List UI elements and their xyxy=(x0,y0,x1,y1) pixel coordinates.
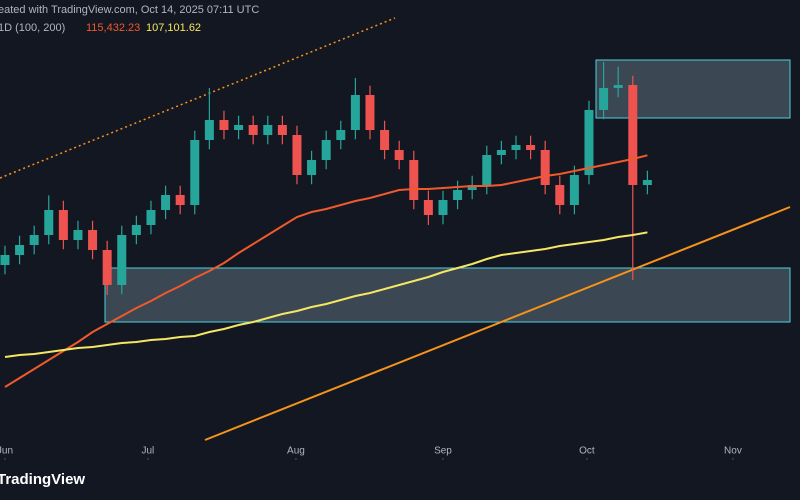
candle-body xyxy=(234,125,244,130)
candle-body xyxy=(628,85,638,185)
x-tick-label: Jun xyxy=(0,446,13,457)
candle-body xyxy=(102,250,112,285)
candle-body xyxy=(526,145,536,150)
candle-body xyxy=(88,230,98,250)
candle-body xyxy=(73,230,83,240)
indicator-label: 1D (100, 200) xyxy=(0,22,65,34)
x-tick-label: Oct xyxy=(579,446,595,457)
moving-average-line xyxy=(4,231,648,358)
candle-body xyxy=(453,190,463,200)
candle-body xyxy=(161,195,171,210)
x-tick-label: Aug xyxy=(287,446,305,457)
trend-line-upper xyxy=(0,17,396,179)
candle-body xyxy=(117,235,127,285)
moving-average-line xyxy=(4,154,648,388)
candle-body xyxy=(58,210,68,240)
candle-body xyxy=(511,145,521,150)
header-title: eated with TradingView.com, Oct 14, 2025… xyxy=(0,4,259,16)
candle-body xyxy=(482,155,492,185)
candle-body xyxy=(350,95,360,130)
candle-body xyxy=(584,110,594,175)
candle-body xyxy=(613,85,623,88)
candle-body xyxy=(219,120,229,130)
candle-body xyxy=(336,130,346,140)
candle-body xyxy=(307,160,317,175)
candle-body xyxy=(248,125,258,135)
candle-body xyxy=(540,150,550,185)
x-tick-label: Sep xyxy=(434,446,452,457)
candle-body xyxy=(599,87,609,110)
trend-line-lower xyxy=(204,206,791,441)
ma200-value: 107,101.62 xyxy=(146,22,201,34)
candle-body xyxy=(642,180,652,185)
x-tick-label: Jul xyxy=(142,446,155,457)
candle-body xyxy=(394,150,404,160)
candle-body xyxy=(555,185,565,205)
candle-body xyxy=(277,125,287,135)
candle-body xyxy=(409,160,419,200)
candle-body xyxy=(423,200,433,215)
candle-body xyxy=(204,120,214,140)
candle-body xyxy=(0,255,10,265)
support-zone xyxy=(104,267,791,323)
candle-body xyxy=(467,185,477,190)
footer xyxy=(0,460,800,500)
candle-body xyxy=(44,210,54,235)
candle-body xyxy=(15,245,25,255)
candle-body xyxy=(292,135,302,175)
candle-body xyxy=(321,140,331,160)
candle-body xyxy=(29,235,39,245)
candle-body xyxy=(131,225,141,235)
candle-body xyxy=(175,195,185,205)
candle-body xyxy=(365,95,375,130)
price-axis xyxy=(775,0,800,460)
resistance-zone xyxy=(595,59,791,119)
candle-body xyxy=(569,175,579,205)
plot xyxy=(0,62,734,460)
brand-logo: TradingView xyxy=(0,471,85,488)
ma100-value: 115,432.23 xyxy=(86,22,140,34)
candle-body xyxy=(496,150,506,155)
candle-body xyxy=(380,130,390,150)
candle-body xyxy=(146,210,156,225)
candle-body xyxy=(263,125,273,135)
x-tick-label: Nov xyxy=(724,446,742,457)
candle-body xyxy=(438,200,448,215)
candle-body xyxy=(190,140,200,205)
